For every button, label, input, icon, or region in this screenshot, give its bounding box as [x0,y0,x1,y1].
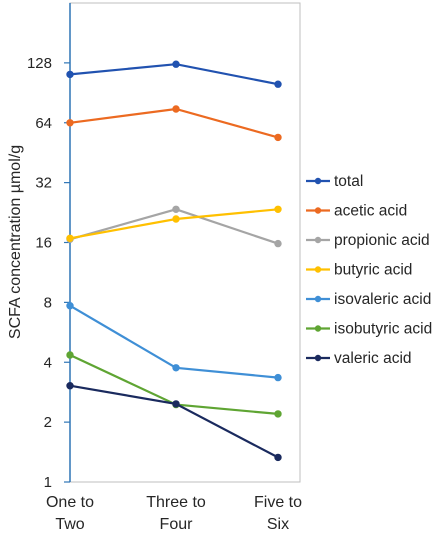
data-point [274,239,282,248]
series-line [69,107,279,139]
data-point [66,351,74,359]
data-point [66,119,74,127]
data-point [172,364,180,372]
data-point [274,410,282,418]
series-line [69,384,279,459]
legend-label: isovaleric acid [334,291,431,308]
data-point [66,382,74,390]
data-point [274,80,282,88]
legend-marker [314,236,322,244]
data-point [274,373,282,382]
x-tick-label: Five to Six [254,494,302,533]
data-point [172,60,180,68]
data-point [66,70,74,79]
x-tick-label: Three to Four [146,494,206,533]
y-tick-label: 64 [35,115,52,132]
legend-label: valeric acid [334,350,412,367]
legend-label: propionic acid [334,232,430,249]
legend-label: acetic acid [334,203,407,220]
data-point [66,302,74,310]
series-group [66,60,282,462]
legend-marker [314,177,322,185]
y-tick-label: 1 [44,474,52,491]
legend-marker [314,295,322,303]
y-tick-label: 128 [27,55,52,72]
data-point [172,105,180,113]
y-tick-label: 32 [35,175,52,192]
legend-marker [314,207,322,214]
data-point [274,133,282,142]
legend-label: isobutyric acid [334,321,432,338]
y-tick-label: 16 [35,235,52,252]
data-point [66,234,74,243]
data-point [274,205,282,214]
data-point [172,215,180,223]
legend-marker [314,266,322,273]
y-axis-label: SCFA concentration µmol/g [7,145,24,339]
y-tick-label: 4 [44,354,52,371]
legend-marker [314,325,322,332]
y-tick-label: 8 [44,294,52,311]
legend: total acetic acid propionic acid butyric ac… [306,173,432,367]
series-line [69,208,279,245]
data-point [172,205,180,214]
legend-label: total [334,173,363,190]
legend-marker [314,354,322,362]
data-point [274,453,282,462]
x-tick-label: One to Two [46,494,94,533]
plot-area-frame [69,2,301,483]
y-axis-ticks: 1 2 4 8 16 32 64 128 [27,55,70,491]
data-point [172,400,180,408]
legend-label: butyric acid [334,262,412,279]
x-axis-ticks: One to Two Three to Four Five to Six [46,494,302,533]
y-tick-label: 2 [44,414,52,431]
